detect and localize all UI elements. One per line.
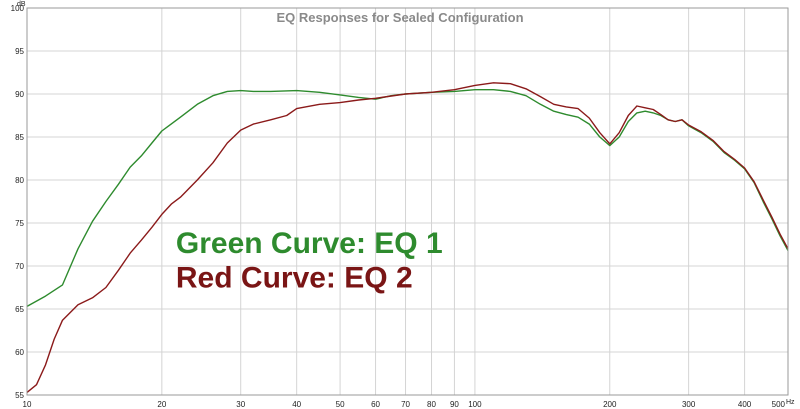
y-tick-label: 65	[15, 305, 24, 314]
y-tick-label: 80	[15, 176, 24, 185]
x-tick-label: 20	[157, 400, 166, 409]
series-line-2	[26, 82, 789, 393]
annotation-label-2: Red Curve: EQ 2	[176, 262, 413, 295]
y-unit-label: dB	[17, 1, 26, 8]
annotation-label-1: Green Curve: EQ 1	[176, 227, 443, 260]
x-tick-label: 10	[23, 400, 32, 409]
y-tick-label: 90	[15, 90, 24, 99]
x-tick-label: 50	[336, 400, 345, 409]
x-tick-label: 100	[468, 400, 482, 409]
x-tick-label: 60	[371, 400, 380, 409]
y-tick-label: 85	[15, 133, 24, 142]
y-tick-label: 60	[15, 348, 24, 357]
y-tick-label: 95	[15, 47, 24, 56]
x-unit-label: Hz	[786, 399, 795, 406]
x-tick-label: 90	[450, 400, 459, 409]
y-tick-label: 70	[15, 262, 24, 271]
x-tick-label: 30	[236, 400, 245, 409]
series-layer	[26, 82, 789, 393]
x-tick-label: 40	[292, 400, 301, 409]
x-tick-label: 300	[682, 400, 696, 409]
x-tick-label: 80	[427, 400, 436, 409]
y-tick-label: 100	[11, 4, 25, 13]
grid-layer	[27, 8, 788, 395]
series-line-1	[26, 89, 789, 308]
x-tick-labels: 10 20 30 40 50 60 70 80 90 100 200 300 400 500	[23, 400, 786, 409]
y-tick-labels: 55 60 65 70 75 80 85 90 95 100	[11, 4, 25, 400]
plot-frame	[26, 7, 789, 396]
x-tick-label: 400	[738, 400, 752, 409]
chart-title: EQ Responses for Sealed Configuration	[276, 10, 523, 25]
x-tick-label: 70	[401, 400, 410, 409]
x-tick-label: 500	[772, 400, 786, 409]
y-tick-label: 75	[15, 219, 24, 228]
y-tick-label: 55	[15, 391, 24, 400]
x-tick-label: 200	[603, 400, 617, 409]
